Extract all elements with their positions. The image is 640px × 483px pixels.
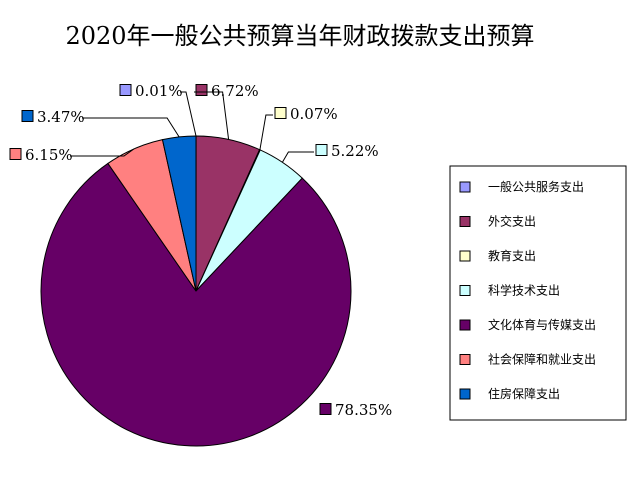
legend-swatch-6 — [459, 354, 471, 365]
legend-swatch-1 — [459, 181, 471, 193]
legend-label-1: 一般公共服务支出 — [488, 179, 584, 194]
leader-line-1 — [180, 91, 197, 137]
data-label-2: 6.72% — [194, 82, 259, 140]
data-label-text-1: 0.01% — [135, 82, 183, 100]
legend-swatch-5 — [459, 319, 471, 331]
legend-item-6: 社会保障和就业支出 — [459, 352, 596, 367]
data-label-text-7: 3.47% — [37, 108, 85, 126]
legend-box — [449, 165, 627, 421]
data-label-6: 6.15% — [9, 146, 135, 164]
data-label-text-5: 78.35% — [335, 401, 392, 419]
legend-item-7: 住房保障支出 — [459, 386, 560, 401]
pie-slice-5 — [40, 162, 352, 447]
data-label-4: 5.22% — [281, 142, 379, 163]
legend-item-4: 科学技术支出 — [459, 283, 560, 298]
legend-label-6: 社会保障和就业支出 — [488, 352, 596, 367]
legend-item-1: 一般公共服务支出 — [459, 179, 584, 194]
leader-line-4 — [281, 151, 314, 163]
data-label-marker-5 — [319, 403, 332, 415]
chart-title: 2020年一般公共预算当年财政拨款支出预算 — [65, 22, 535, 50]
legend-label-2: 外交支出 — [488, 214, 536, 229]
data-label-3: 0.07% — [259, 105, 338, 150]
legend-item-2: 外交支出 — [459, 214, 536, 229]
leader-line-2 — [194, 91, 230, 140]
data-label-marker-4 — [315, 144, 328, 156]
data-label-marker-7 — [21, 110, 34, 122]
legend-swatch-4 — [459, 285, 471, 296]
pie-slices — [40, 135, 352, 447]
legend-label-4: 科学技术支出 — [488, 283, 560, 298]
legend: 一般公共服务支出外交支出教育支出科学技术支出文化体育与传媒支出社会保障和就业支出… — [449, 165, 627, 421]
data-label-marker-3 — [274, 107, 287, 119]
data-label-5: 78.35% — [319, 401, 392, 419]
data-label-text-6: 6.15% — [25, 146, 73, 164]
legend-label-3: 教育支出 — [488, 248, 536, 263]
leader-line-6 — [70, 148, 135, 157]
data-label-marker-6 — [9, 148, 22, 160]
data-label-text-2: 6.72% — [211, 82, 259, 100]
legend-item-3: 教育支出 — [459, 248, 536, 263]
legend-label-7: 住房保障支出 — [488, 386, 560, 401]
data-label-1: 0.01% — [119, 82, 197, 137]
data-label-marker-1 — [119, 84, 132, 96]
legend-swatch-2 — [459, 216, 471, 227]
data-label-marker-2 — [195, 84, 208, 96]
data-label-7: 3.47% — [21, 108, 180, 138]
legend-label-5: 文化体育与传媒支出 — [488, 317, 596, 332]
data-label-text-4: 5.22% — [331, 142, 379, 160]
leader-line-3 — [259, 114, 273, 150]
leader-line-7 — [82, 117, 180, 138]
data-label-text-3: 0.07% — [290, 105, 338, 123]
legend-swatch-7 — [459, 388, 471, 400]
data-labels: 0.01% 6.72% 0.07% 5.22% 78.35% 6.15% 3.47% — [9, 82, 392, 419]
legend-swatch-3 — [459, 250, 471, 262]
legend-item-5: 文化体育与传媒支出 — [459, 317, 596, 332]
